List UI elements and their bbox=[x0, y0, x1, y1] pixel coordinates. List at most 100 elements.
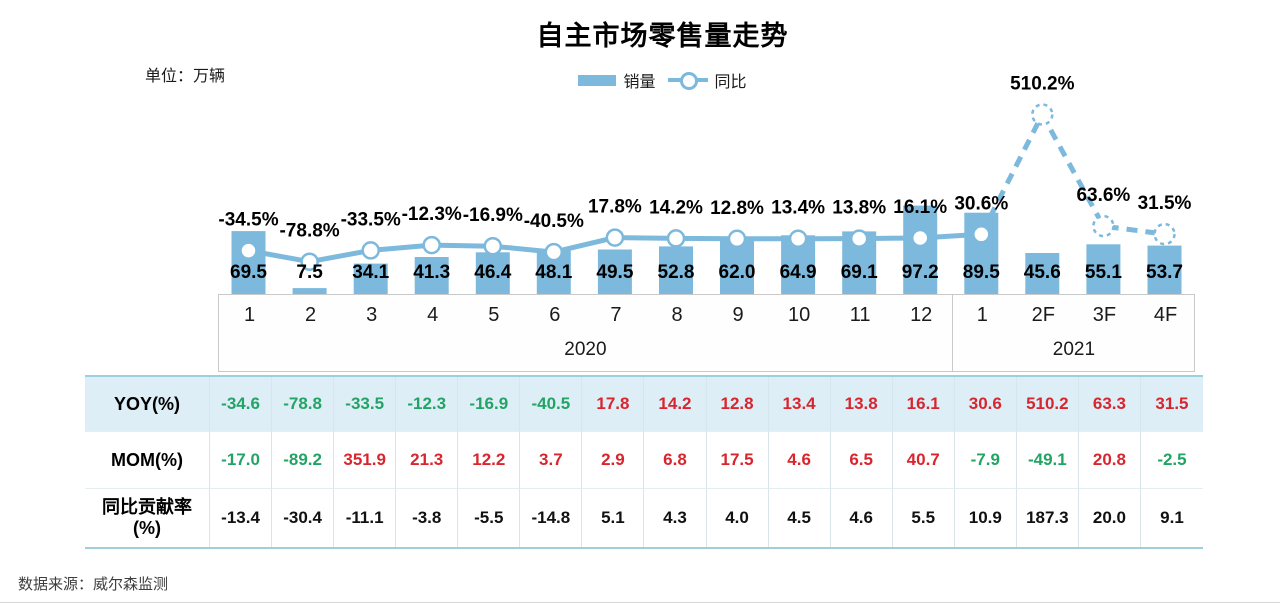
year-group-divider bbox=[951, 295, 953, 371]
table-cell: 20.8 bbox=[1078, 432, 1141, 489]
table-cell: -78.8 bbox=[272, 377, 335, 432]
table-cell: -14.8 bbox=[520, 489, 583, 547]
table-cell: 40.7 bbox=[892, 432, 955, 489]
bar-value-label: 52.8 bbox=[658, 262, 695, 283]
yoy-marker bbox=[544, 242, 564, 262]
axis-month-label: 7 bbox=[610, 304, 622, 326]
table-cell: 6.8 bbox=[644, 432, 707, 489]
table-cell: 4.6 bbox=[831, 489, 893, 547]
bar-value-label: 48.1 bbox=[535, 262, 572, 283]
yoy-marker bbox=[361, 241, 380, 260]
x-axis-box: 1 2 3 4 5 6 7 8 9 10 11 12 1 2F 3F 4F 2020 2021 bbox=[218, 294, 1195, 372]
table-cell: 10.9 bbox=[955, 489, 1017, 547]
yoy-marker bbox=[910, 228, 930, 248]
table-cell: -30.4 bbox=[272, 489, 335, 547]
yoy-marker bbox=[422, 235, 441, 255]
table-cell: 4.5 bbox=[769, 489, 831, 547]
yoy-marker bbox=[972, 225, 991, 244]
yoy-marker-forecast bbox=[1092, 214, 1115, 238]
table-cell: 6.5 bbox=[830, 432, 893, 489]
bar bbox=[659, 246, 693, 295]
bar-value-label: 62.0 bbox=[719, 262, 756, 283]
yoy-label: -33.5% bbox=[341, 209, 401, 230]
legend-item-yoy: 同比 bbox=[667, 68, 747, 92]
table-cell: 510.2 bbox=[1016, 377, 1079, 432]
yoy-marker bbox=[300, 252, 319, 271]
table-cell: 14.2 bbox=[644, 377, 707, 432]
axis-month-label: 11 bbox=[849, 304, 871, 326]
table-row-label: 同比贡献率(%) bbox=[85, 489, 210, 547]
data-table: YOY(%) -34.6 -78.8 -33.5 -12.3 -16.9 -40.5 17.8… bbox=[85, 375, 1203, 549]
bar-value-label: 69.1 bbox=[841, 262, 878, 283]
table-cell: -7.9 bbox=[954, 432, 1017, 489]
axis-month-label: 4F bbox=[1153, 304, 1178, 326]
axis-month-label: 3 bbox=[366, 304, 378, 326]
table-cell: 4.3 bbox=[644, 489, 707, 547]
legend-item-sales: 销量 bbox=[578, 68, 656, 92]
line-circle-swatch-icon bbox=[667, 72, 708, 90]
table-cell: 21.3 bbox=[396, 432, 459, 489]
yoy-label: 30.6% bbox=[954, 193, 1008, 214]
bar bbox=[1086, 244, 1121, 295]
axis-month-label: 12 bbox=[910, 304, 933, 326]
table-cell: 13.8 bbox=[830, 377, 893, 432]
bar-value-label: 69.5 bbox=[230, 262, 267, 283]
bottom-divider bbox=[0, 602, 1280, 603]
yoy-marker-forecast bbox=[1153, 222, 1176, 246]
bar-value-label: 55.1 bbox=[1085, 262, 1122, 283]
bar-value-label: 41.3 bbox=[413, 262, 450, 283]
axis-month-label: 2F bbox=[1031, 304, 1055, 326]
combo-chart: -34.5%-78.8%-33.5% -12.3% -16.9% -40.5%17.8… bbox=[218, 74, 1192, 295]
chart-legend: 销量 同比 bbox=[85, 68, 1240, 92]
source-note: 数据来源：威尔森监测 bbox=[18, 576, 169, 593]
table-cell: -11.1 bbox=[334, 489, 397, 547]
legend-yoy-label: 同比 bbox=[714, 74, 747, 91]
axis-month-label: 5 bbox=[488, 304, 500, 326]
yoy-marker bbox=[788, 229, 808, 248]
table-cell: 17.8 bbox=[582, 377, 645, 432]
table-cell: -12.3 bbox=[396, 377, 459, 432]
yoy-label: 16.1% bbox=[893, 197, 947, 218]
yoy-label: 12.8% bbox=[710, 198, 764, 219]
table-cell: 20.0 bbox=[1079, 489, 1141, 547]
page-title: 自主市场零售量走势 bbox=[536, 21, 789, 51]
table-cell: 12.2 bbox=[458, 432, 521, 489]
axis-year-label: 2021 bbox=[1052, 339, 1096, 360]
bar bbox=[353, 263, 388, 295]
axis-month-label: 1 bbox=[243, 304, 256, 326]
axis-month-label: 4 bbox=[427, 304, 439, 326]
bar bbox=[597, 249, 632, 295]
table-cell: 30.6 bbox=[954, 377, 1017, 432]
table-cell: 5.1 bbox=[582, 489, 645, 547]
table-cell: -33.5 bbox=[334, 377, 397, 432]
yoy-label: -78.8% bbox=[279, 221, 339, 242]
yoy-marker bbox=[239, 241, 258, 260]
yoy-label: -12.3% bbox=[402, 204, 462, 225]
table-cell: -13.4 bbox=[210, 489, 273, 547]
axis-month-label: 3F bbox=[1092, 304, 1117, 326]
bar bbox=[475, 252, 510, 295]
yoy-label: 17.8% bbox=[588, 197, 642, 218]
bar-value-label: 89.5 bbox=[963, 262, 1000, 283]
yoy-label: -40.5% bbox=[524, 211, 584, 232]
bar-value-label: 53.7 bbox=[1146, 262, 1183, 283]
table-cell: 9.1 bbox=[1160, 508, 1184, 527]
table-cell: -40.5 bbox=[520, 377, 583, 432]
bar-value-label: 7.5 bbox=[296, 262, 323, 283]
bar bbox=[1147, 245, 1182, 295]
axis-month-label: 10 bbox=[787, 304, 811, 326]
bar-value-label: 97.2 bbox=[902, 262, 939, 283]
table-cell: 4.6 bbox=[768, 432, 831, 489]
yoy-marker bbox=[666, 229, 686, 248]
table-cell: 351.9 bbox=[334, 432, 397, 489]
table-cell: 2.9 bbox=[582, 432, 645, 489]
bar-value-label: 46.4 bbox=[474, 262, 511, 283]
yoy-label: 13.8% bbox=[832, 198, 886, 219]
bar bbox=[292, 288, 327, 295]
table-cell: -89.2 bbox=[272, 432, 335, 489]
table-cell: -34.6 bbox=[210, 377, 273, 432]
yoy-marker-forecast bbox=[1031, 103, 1054, 126]
yoy-marker bbox=[849, 229, 869, 248]
table-cell: 16.1 bbox=[892, 377, 955, 432]
bar-value-label: 64.9 bbox=[780, 262, 817, 283]
